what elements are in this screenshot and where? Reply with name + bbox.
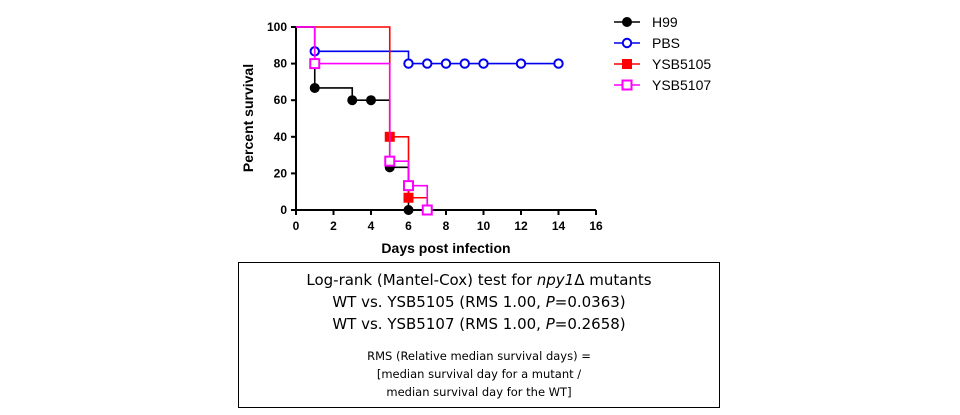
x-axis-label: Days post infection [381, 240, 510, 256]
data-point-pbs [515, 58, 527, 69]
legend-item-ysb5107: YSB5107 [614, 77, 711, 93]
data-point-h99 [309, 82, 320, 93]
comparison-ysb5107: WT vs. YSB5107 (RMS 1.00, P=0.2658) [332, 315, 626, 333]
y-tick-label: 0 [280, 203, 287, 217]
x-tick-label: 8 [443, 219, 450, 233]
x-tick-label: 10 [477, 219, 491, 233]
series-pbs [296, 26, 564, 69]
y-tick-label: 100 [267, 20, 287, 34]
x-tick-label: 0 [293, 219, 300, 233]
data-point-ysb5107 [421, 204, 433, 216]
data-point-ysb5107 [403, 180, 414, 192]
data-point-pbs [553, 58, 564, 69]
chart-series [296, 26, 564, 216]
data-point-pbs [422, 58, 433, 69]
x-tick-label: 6 [405, 219, 412, 233]
data-point-ysb5107 [384, 155, 396, 167]
data-point-pbs [403, 58, 414, 69]
comparison-ysb5105: WT vs. YSB5105 (RMS 1.00, P=0.0363) [332, 293, 626, 311]
x-tick-label: 14 [552, 219, 566, 233]
legend-marker-ysb5107 [621, 79, 633, 91]
series-line-pbs [296, 26, 559, 65]
chart-axes: 0 2 4 6 8 10 12 14 16 0 20 40 60 80 100 [267, 20, 603, 233]
x-tick-label: 16 [589, 219, 603, 233]
gene-name: npy1 [536, 271, 575, 289]
legend-marker-pbs [621, 37, 633, 49]
series-ysb5107 [296, 26, 433, 216]
data-point-h99 [366, 95, 376, 106]
legend-label-ysb5107: YSB5107 [652, 77, 711, 93]
test-title: Log-rank (Mantel-Cox) test for npy1Δ mut… [306, 271, 652, 289]
legend-label-h99: H99 [652, 14, 678, 30]
data-point-ysb5105 [403, 192, 414, 203]
y-tick-label: 60 [274, 93, 288, 107]
legend-marker-ysb5105 [622, 59, 632, 69]
y-tick-label: 40 [274, 130, 288, 144]
legend-label-pbs: PBS [652, 35, 680, 51]
x-tick-label: 12 [514, 219, 528, 233]
legend-item-h99: H99 [614, 14, 678, 30]
x-tick-label: 4 [368, 219, 375, 233]
legend-item-pbs: PBS [614, 35, 680, 51]
legend-item-ysb5105: YSB5105 [614, 56, 711, 72]
data-point-ysb5107 [309, 58, 321, 70]
data-point-h99 [403, 205, 414, 215]
data-point-h99 [347, 95, 358, 106]
x-tick-label: 2 [330, 219, 337, 233]
data-point-pbs [459, 58, 470, 69]
rms-formula-numerator: [median survival day for a mutant / [376, 367, 582, 381]
legend-label-ysb5105: YSB5105 [652, 56, 711, 72]
log-rank-test-box: Log-rank (Mantel-Cox) test for npy1Δ mut… [238, 262, 720, 408]
rms-formula-denominator: median survival day for the WT] [386, 385, 572, 399]
y-axis-label: Percent survival [240, 64, 256, 172]
data-point-pbs [440, 58, 452, 69]
rms-definition: RMS (Relative median survival days) = [367, 349, 591, 363]
y-tick-label: 80 [274, 57, 288, 71]
legend-marker-h99 [622, 17, 632, 27]
data-point-pbs [478, 58, 489, 69]
survival-chart: 0 2 4 6 8 10 12 14 16 0 20 40 60 80 100 H99 PBS YSB5105 Y… [240, 14, 711, 256]
chart-legend: H99 PBS YSB5105 YSB5107 [614, 14, 711, 93]
y-tick-label: 20 [274, 166, 288, 180]
